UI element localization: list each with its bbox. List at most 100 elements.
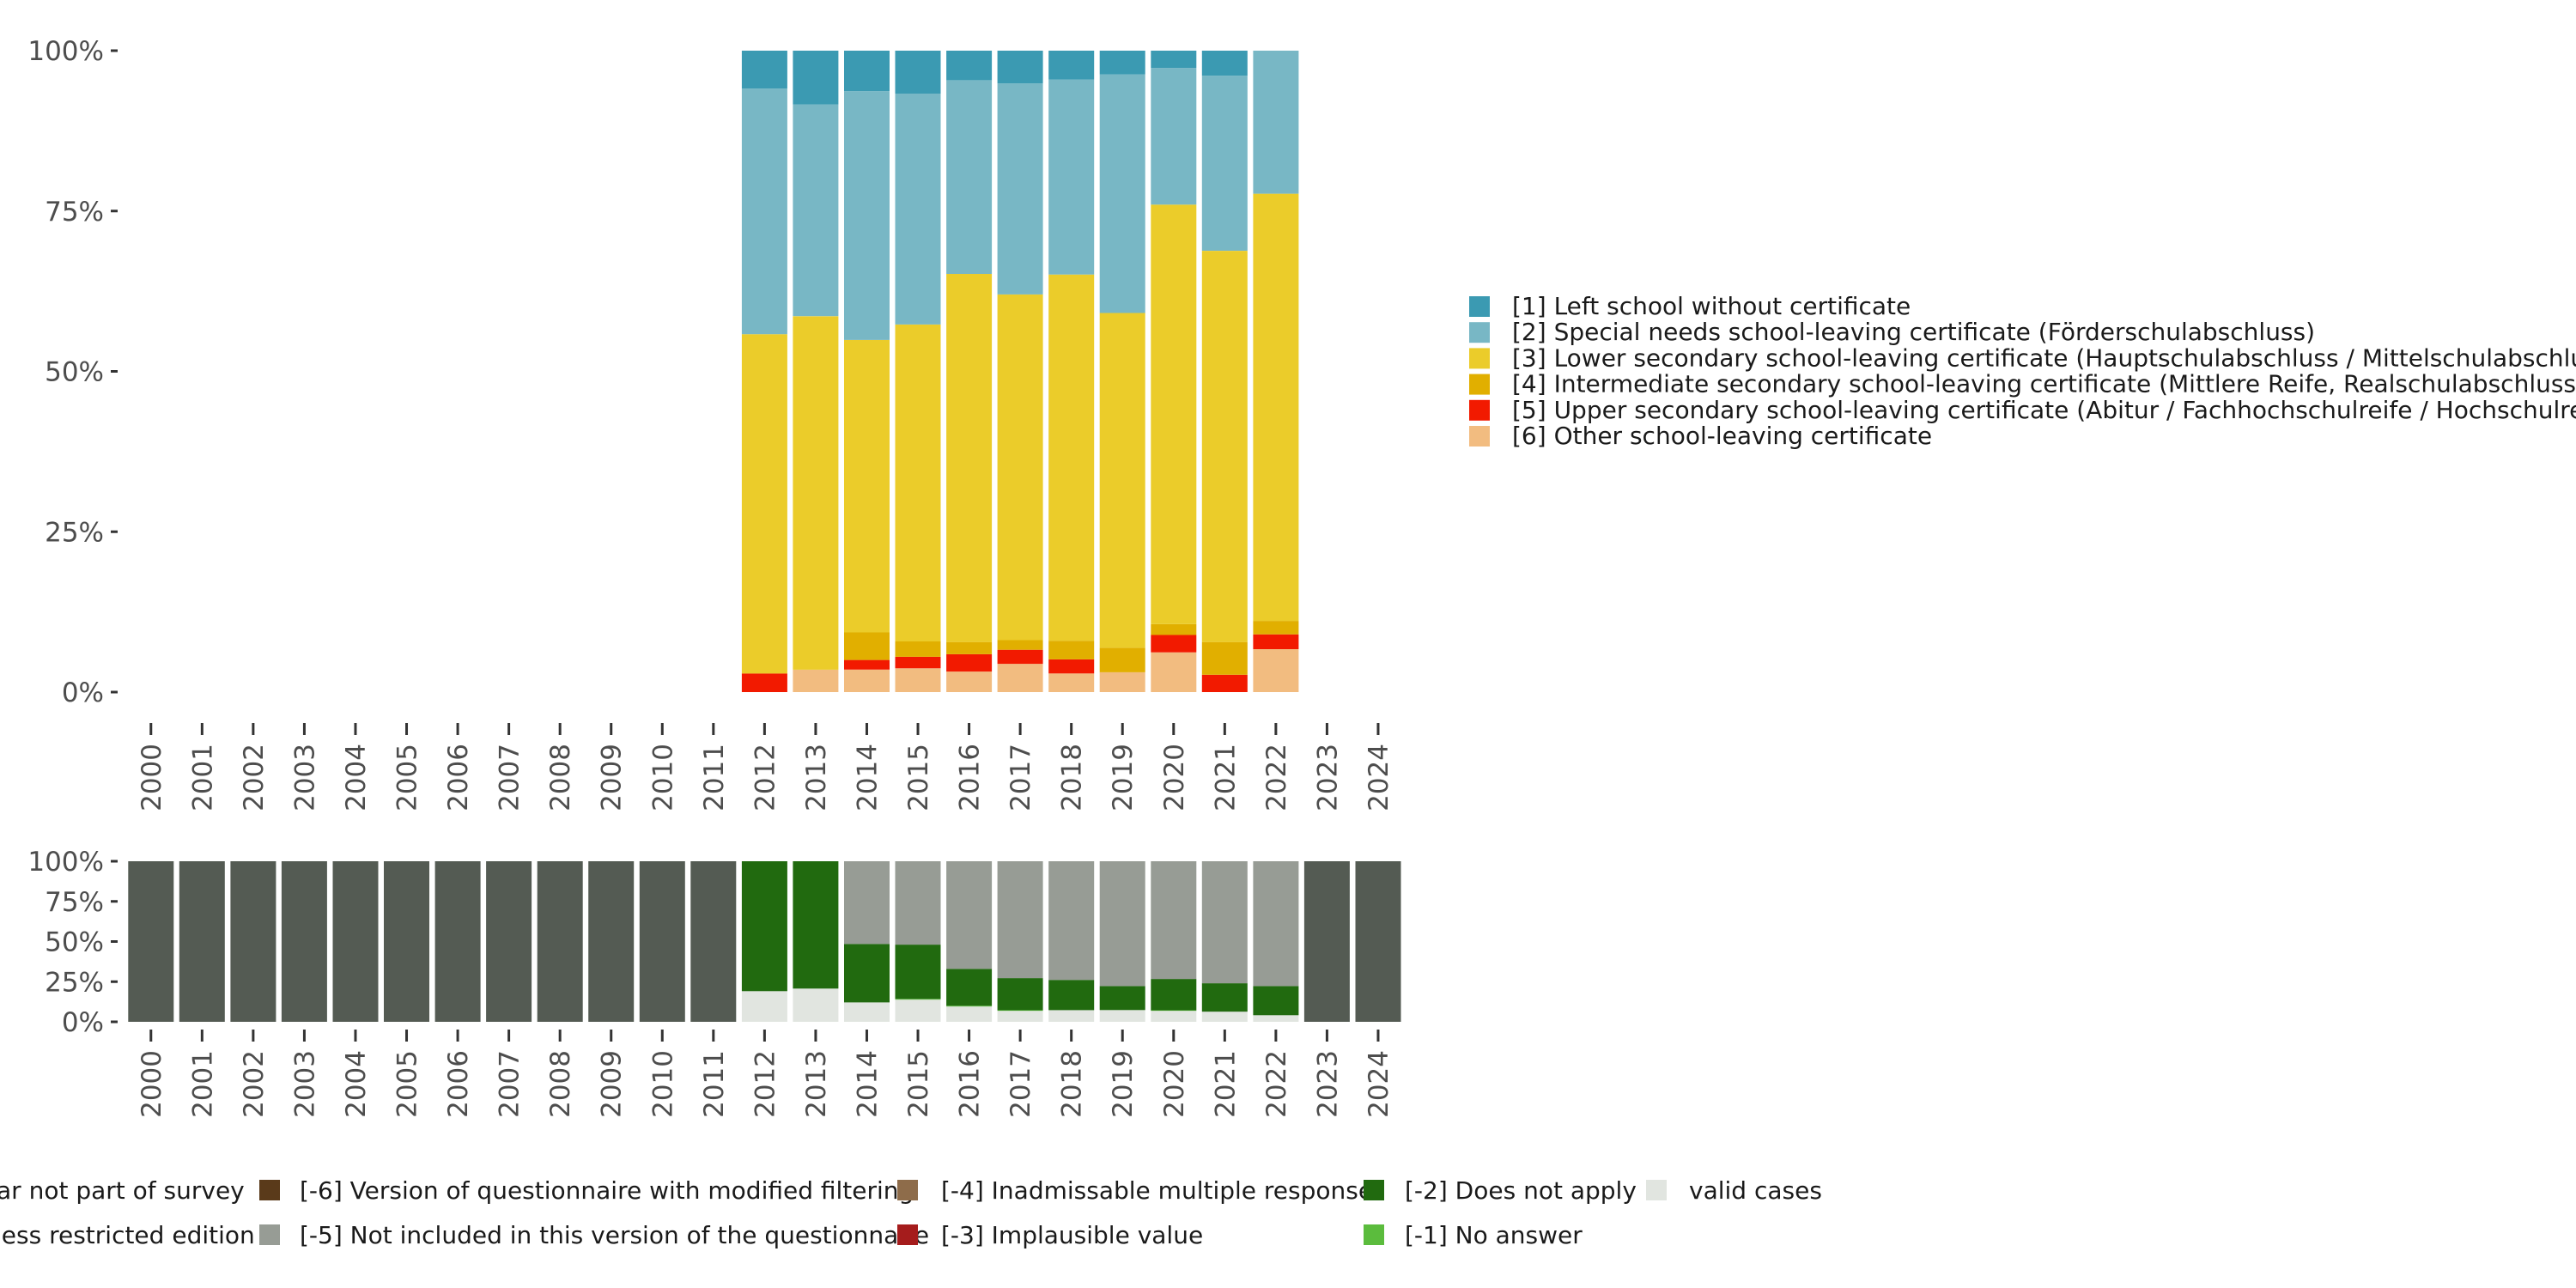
- bar-segment: [741, 861, 787, 992]
- bar-segment: [844, 339, 890, 633]
- x-tick-label: 2003: [289, 744, 320, 811]
- bar-segment: [946, 969, 993, 1006]
- y-tick-label: 50%: [45, 927, 104, 958]
- legend-label: [2] Special needs school-leaving certifi…: [1512, 318, 2315, 346]
- bar-segment: [1099, 74, 1145, 313]
- bar-segment: [946, 653, 993, 672]
- bar-segment: [179, 861, 225, 1022]
- legend-item: [4] Intermediate secondary school-leavin…: [1469, 370, 2576, 398]
- bar-segment: [537, 861, 583, 1022]
- bar-segment: [946, 861, 993, 969]
- bar-segment: [1048, 274, 1095, 641]
- legend-label: [-3] Implausible value: [941, 1221, 1203, 1249]
- top-legend: [1] Left school without certificate[2] S…: [1469, 292, 2576, 450]
- bar-segment: [997, 83, 1043, 295]
- bar-segment: [1201, 51, 1248, 76]
- bar-segment: [1151, 51, 1197, 69]
- bar-segment: [895, 94, 941, 325]
- bar-segment: [946, 641, 993, 654]
- bar-segment: [1253, 649, 1299, 692]
- y-tick-label: 50%: [45, 357, 104, 388]
- bar-segment: [1201, 674, 1248, 692]
- x-tick-label: 2010: [647, 1050, 678, 1118]
- bar-segment: [844, 669, 890, 692]
- bar-segment: [895, 325, 941, 641]
- bar-segment: [1048, 659, 1095, 674]
- y-tick-label: 0%: [62, 677, 104, 708]
- bar-segment: [1151, 979, 1197, 1011]
- bar-segment: [1151, 204, 1197, 624]
- x-tick-label: 2016: [955, 1050, 986, 1118]
- bar-segment: [1048, 980, 1095, 1011]
- bar-segment: [844, 1002, 890, 1022]
- legend-label: [6] Other school-leaving certificate: [1512, 422, 1932, 450]
- bar-segment: [1201, 983, 1248, 1012]
- bar-segment: [1253, 861, 1299, 987]
- x-tick-label: 2011: [699, 1050, 730, 1118]
- legend-swatch: [1469, 348, 1490, 369]
- bar-segment: [741, 88, 787, 335]
- x-tick-label: 2015: [903, 744, 934, 811]
- bar-segment: [1048, 673, 1095, 692]
- y-tick-label: 25%: [45, 517, 104, 548]
- bar-segment: [844, 861, 890, 945]
- legend-swatch: [259, 1224, 280, 1245]
- y-tick-label: 25%: [45, 967, 104, 998]
- x-tick-label: 2022: [1261, 1050, 1292, 1118]
- bar-segment: [1099, 313, 1145, 648]
- legend-swatch: [1469, 426, 1490, 447]
- bar-segment: [281, 861, 327, 1022]
- bar-segment: [588, 861, 635, 1022]
- legend-item: [1] Left school without certificate: [1469, 292, 1911, 320]
- bar-segment: [997, 1010, 1043, 1012]
- legend-swatch: [1364, 1224, 1384, 1245]
- legend-swatch: [1364, 1180, 1384, 1200]
- bar-segment: [1151, 1010, 1197, 1012]
- bar-segment: [1201, 251, 1248, 642]
- bar-segment: [128, 861, 174, 1022]
- x-tick-label: 2014: [852, 744, 883, 811]
- bar-segment: [1303, 861, 1350, 1022]
- bar-segment: [1201, 76, 1248, 251]
- bar-segment: [895, 999, 941, 1022]
- bar-segment: [1048, 1010, 1095, 1022]
- bar-segment: [1099, 647, 1145, 672]
- x-tick-label: 2004: [341, 744, 372, 811]
- bar-segment: [690, 861, 737, 1022]
- legend-label: [5] Upper secondary school-leaving certi…: [1512, 396, 2576, 424]
- bar-segment: [1355, 861, 1401, 1022]
- x-tick-label: 2003: [289, 1050, 320, 1118]
- legend-label: [-4] Inadmissable multiple response: [941, 1176, 1373, 1205]
- bar-segment: [793, 669, 839, 692]
- bar-segment: [1253, 634, 1299, 649]
- legend-label: [-5] Not included in this version of the…: [300, 1221, 929, 1249]
- legend-item: less restricted edition: [0, 1221, 255, 1249]
- bottom-legend: ar not part of survey [-6] Version of que…: [0, 1176, 1822, 1249]
- bar-segment: [946, 1005, 993, 1007]
- legend-label: [-1] No answer: [1405, 1221, 1583, 1249]
- legend-swatch: [1469, 296, 1490, 317]
- legend-item: ar not part of survey: [0, 1176, 245, 1205]
- y-tick-label: 100%: [27, 847, 104, 878]
- bar-segment: [895, 861, 941, 945]
- y-tick-label: 75%: [45, 197, 104, 228]
- bar-segment: [1253, 621, 1299, 635]
- bar-segment: [946, 1006, 993, 1022]
- bar-segment: [895, 656, 941, 669]
- bar-segment: [1099, 1010, 1145, 1022]
- bar-segment: [844, 632, 890, 660]
- x-tick-label: 2017: [1005, 1050, 1036, 1118]
- bar-segment: [1253, 1015, 1299, 1022]
- bar-segment: [946, 80, 993, 275]
- bar-segment: [997, 294, 1043, 641]
- bar-segment: [997, 861, 1043, 979]
- bar-segment: [1048, 51, 1095, 80]
- bar-segment: [639, 861, 685, 1022]
- legend-item: [-6] Version of questionnaire with modif…: [259, 1176, 914, 1205]
- bar-segment: [1201, 1012, 1248, 1022]
- bar-segment: [1253, 193, 1299, 622]
- x-tick-label: 2016: [955, 744, 986, 811]
- legend-item: [2] Special needs school-leaving certifi…: [1469, 318, 2315, 346]
- x-tick-label: 2017: [1005, 744, 1036, 811]
- legend-swatch: [897, 1180, 918, 1200]
